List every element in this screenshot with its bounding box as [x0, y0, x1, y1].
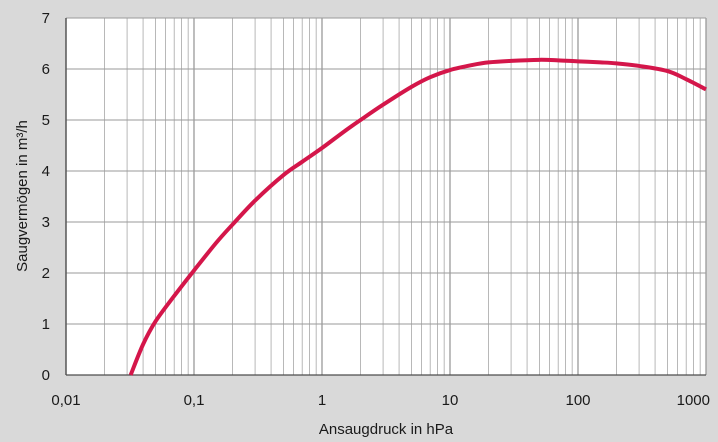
y-tick-label: 5 [42, 112, 50, 129]
y-axis-title: Saugvermögen in m³/h [14, 120, 31, 272]
x-tick-label: 1000 [677, 392, 710, 409]
axes [65, 18, 706, 376]
pumping-speed-curve [128, 57, 707, 376]
x-tick-labels: 0,01 0,1 1 10 100 1000 [51, 392, 710, 409]
x-tick-label: 0,01 [51, 392, 80, 409]
y-tick-label: 3 [42, 214, 50, 231]
y-tick-label: 6 [42, 61, 50, 78]
minor-grid [104, 18, 701, 375]
y-tick-label: 2 [42, 265, 50, 282]
x-tick-label: 0,1 [184, 392, 205, 409]
y-tick-label: 0 [42, 367, 50, 384]
y-tick-label: 7 [42, 10, 50, 27]
y-tick-label: 1 [42, 316, 50, 333]
y-tick-label: 4 [42, 163, 50, 180]
x-tick-label: 100 [565, 392, 590, 409]
x-axis-title: Ansaugdruck in hPa [319, 421, 454, 438]
x-tick-label: 10 [442, 392, 459, 409]
series-layer [128, 57, 707, 376]
plot-area [66, 18, 706, 375]
x-tick-label: 1 [318, 392, 326, 409]
y-tick-labels: 0 1 2 3 4 5 6 7 [42, 10, 50, 384]
